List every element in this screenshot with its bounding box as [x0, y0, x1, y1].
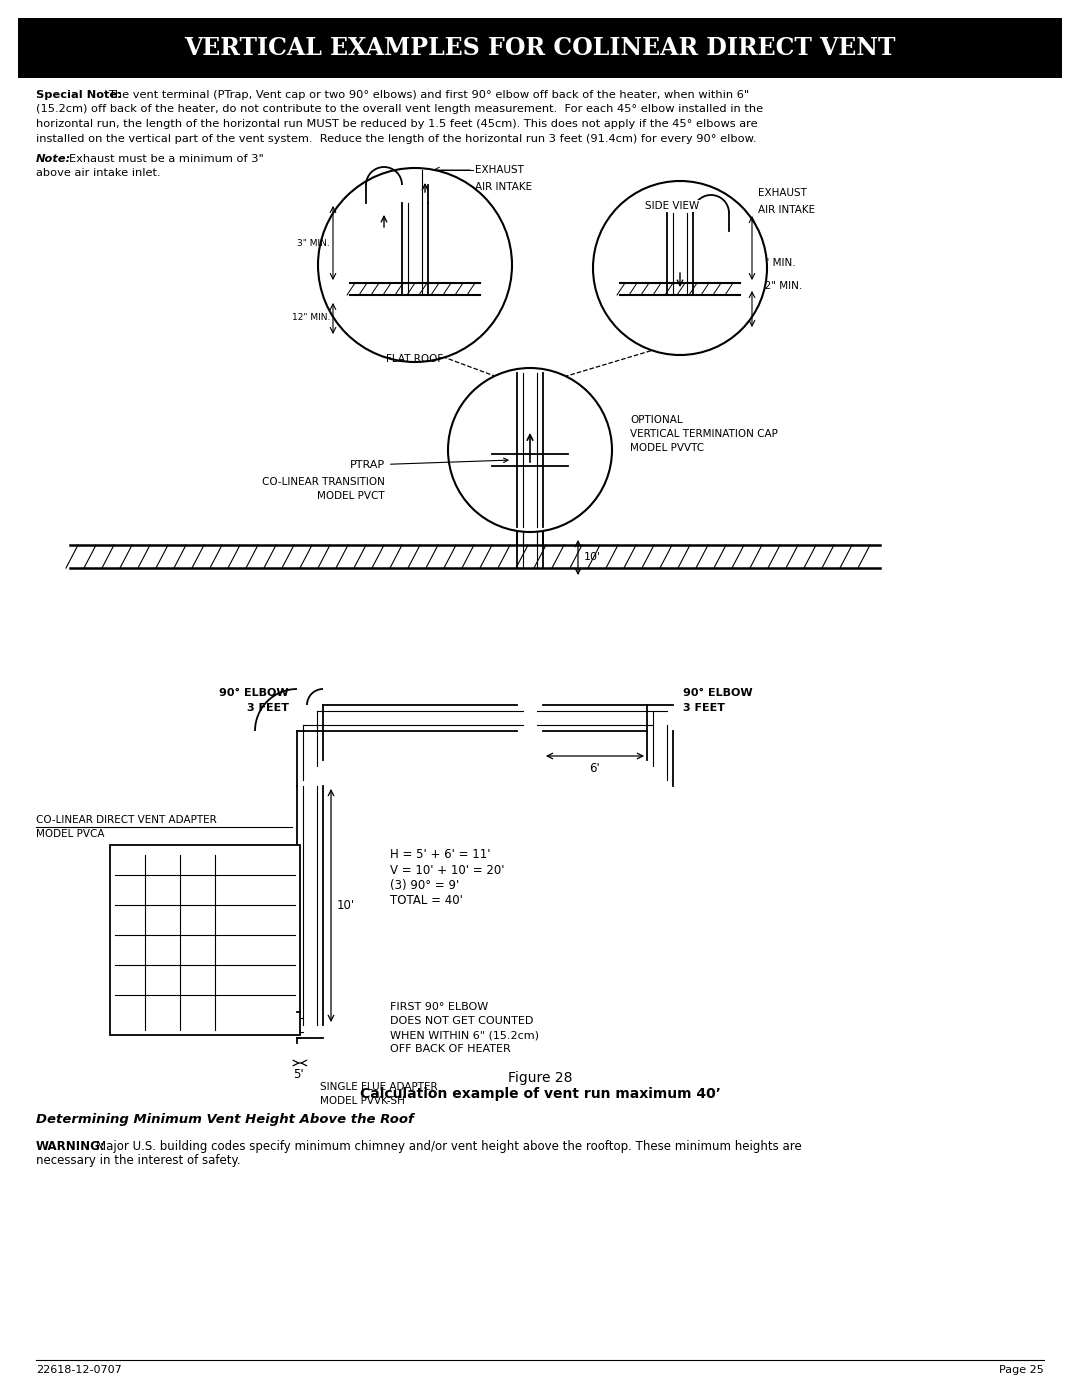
Text: FLAT ROOF: FLAT ROOF: [387, 353, 444, 365]
Text: EXHAUST: EXHAUST: [758, 189, 807, 198]
Bar: [18, 18, 1062, 78]
Text: 6': 6': [590, 761, 600, 774]
Text: VERTICAL TERMINATION CAP: VERTICAL TERMINATION CAP: [630, 429, 778, 439]
Text: (3) 90° = 9': (3) 90° = 9': [390, 879, 459, 891]
Text: DOES NOT GET COUNTED: DOES NOT GET COUNTED: [390, 1016, 534, 1025]
Text: 3 FEET: 3 FEET: [683, 703, 725, 712]
Text: Major U.S. building codes specify minimum chimney and/or vent height above the r: Major U.S. building codes specify minimu…: [96, 1140, 801, 1153]
Bar: [110, 845, 300, 1035]
Text: V = 10' + 10' = 20': V = 10' + 10' = 20': [390, 863, 504, 876]
Text: Exhaust must be a minimum of 3": Exhaust must be a minimum of 3": [69, 154, 264, 163]
Text: CO-LINEAR DIRECT VENT ADAPTER: CO-LINEAR DIRECT VENT ADAPTER: [36, 814, 217, 826]
Text: 3" MIN.: 3" MIN.: [297, 239, 330, 247]
Text: 12" MIN.: 12" MIN.: [292, 313, 330, 323]
Circle shape: [448, 367, 612, 532]
Circle shape: [318, 168, 512, 362]
Text: necessary in the interest of safety.: necessary in the interest of safety.: [36, 1154, 241, 1166]
Text: FIRST 90° ELBOW: FIRST 90° ELBOW: [390, 1002, 488, 1011]
Text: Page 25: Page 25: [999, 1365, 1044, 1375]
Text: installed on the vertical part of the vent system.  Reduce the length of the hor: installed on the vertical part of the ve…: [36, 134, 756, 144]
Text: (15.2cm) off back of the heater, do not contribute to the overall vent length me: (15.2cm) off back of the heater, do not …: [36, 105, 764, 115]
Text: 12" MIN.: 12" MIN.: [758, 281, 802, 291]
Text: 3 FEET: 3 FEET: [247, 703, 289, 712]
Text: Figure 28: Figure 28: [508, 1071, 572, 1085]
Text: Determining Minimum Vent Height Above the Roof: Determining Minimum Vent Height Above th…: [36, 1113, 414, 1126]
Text: WHEN WITHIN 6" (15.2cm): WHEN WITHIN 6" (15.2cm): [390, 1030, 539, 1039]
Text: 90° ELBOW: 90° ELBOW: [219, 687, 289, 698]
Text: 10': 10': [337, 900, 355, 912]
Text: SINGLE FLUE ADAPTER: SINGLE FLUE ADAPTER: [320, 1083, 437, 1092]
Text: H = 5' + 6' = 11': H = 5' + 6' = 11': [390, 848, 490, 862]
Text: OFF BACK OF HEATER: OFF BACK OF HEATER: [390, 1044, 511, 1053]
Text: OPTIONAL: OPTIONAL: [630, 415, 683, 425]
Text: 5': 5': [293, 1069, 303, 1081]
Text: The vent terminal (PTrap, Vent cap or two 90° elbows) and first 90° elbow off ba: The vent terminal (PTrap, Vent cap or tw…: [108, 89, 750, 101]
Text: CO-LINEAR TRANSITION: CO-LINEAR TRANSITION: [262, 476, 384, 488]
Text: horizontal run, the length of the horizontal run MUST be reduced by 1.5 feet (45: horizontal run, the length of the horizo…: [36, 119, 758, 129]
Text: PTRAP: PTRAP: [350, 458, 508, 469]
Text: SIDE VIEW: SIDE VIEW: [645, 201, 699, 211]
Text: above air intake inlet.: above air intake inlet.: [36, 169, 161, 179]
Text: 10': 10': [584, 552, 602, 563]
Text: 90° ELBOW: 90° ELBOW: [683, 687, 753, 698]
Text: Calculation example of vent run maximum 40’: Calculation example of vent run maximum …: [360, 1087, 720, 1101]
Text: EXHAUST: EXHAUST: [475, 165, 524, 175]
Text: MODEL PVVTC: MODEL PVVTC: [630, 443, 704, 453]
Text: WARNING:: WARNING:: [36, 1140, 106, 1153]
Text: MODEL PVCA: MODEL PVCA: [36, 828, 105, 840]
Text: Special Note:: Special Note:: [36, 89, 122, 101]
Text: AIR INTAKE: AIR INTAKE: [758, 205, 815, 215]
Text: MODEL PVCT: MODEL PVCT: [318, 490, 384, 502]
Text: 3" MIN.: 3" MIN.: [758, 258, 796, 268]
Text: 22618-12-0707: 22618-12-0707: [36, 1365, 122, 1375]
Text: Note:: Note:: [36, 154, 71, 163]
Circle shape: [593, 182, 767, 355]
Text: TOTAL = 40': TOTAL = 40': [390, 894, 463, 907]
Text: AIR INTAKE: AIR INTAKE: [475, 182, 532, 191]
Text: VERTICAL EXAMPLES FOR COLINEAR DIRECT VENT: VERTICAL EXAMPLES FOR COLINEAR DIRECT VE…: [185, 36, 895, 60]
Text: MODEL PVVK-SH: MODEL PVVK-SH: [320, 1097, 405, 1106]
